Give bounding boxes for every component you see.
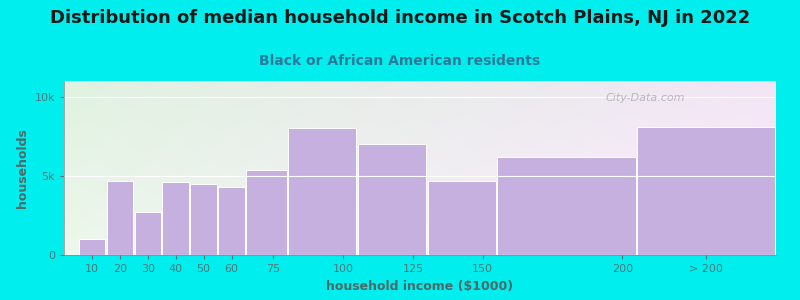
Bar xyxy=(78,239,105,255)
Bar xyxy=(162,182,189,255)
Bar xyxy=(358,144,426,255)
Bar xyxy=(498,157,636,255)
Text: City-Data.com: City-Data.com xyxy=(605,93,685,103)
Text: Distribution of median household income in Scotch Plains, NJ in 2022: Distribution of median household income … xyxy=(50,9,750,27)
Y-axis label: households: households xyxy=(16,128,29,208)
Text: Black or African American residents: Black or African American residents xyxy=(259,54,541,68)
Bar xyxy=(190,184,217,255)
Bar xyxy=(288,128,357,255)
Bar xyxy=(246,169,286,255)
Bar xyxy=(428,181,496,255)
Bar xyxy=(134,212,161,255)
X-axis label: household income ($1000): household income ($1000) xyxy=(326,280,514,292)
Bar xyxy=(637,127,775,255)
Bar xyxy=(106,181,133,255)
Bar xyxy=(218,187,245,255)
